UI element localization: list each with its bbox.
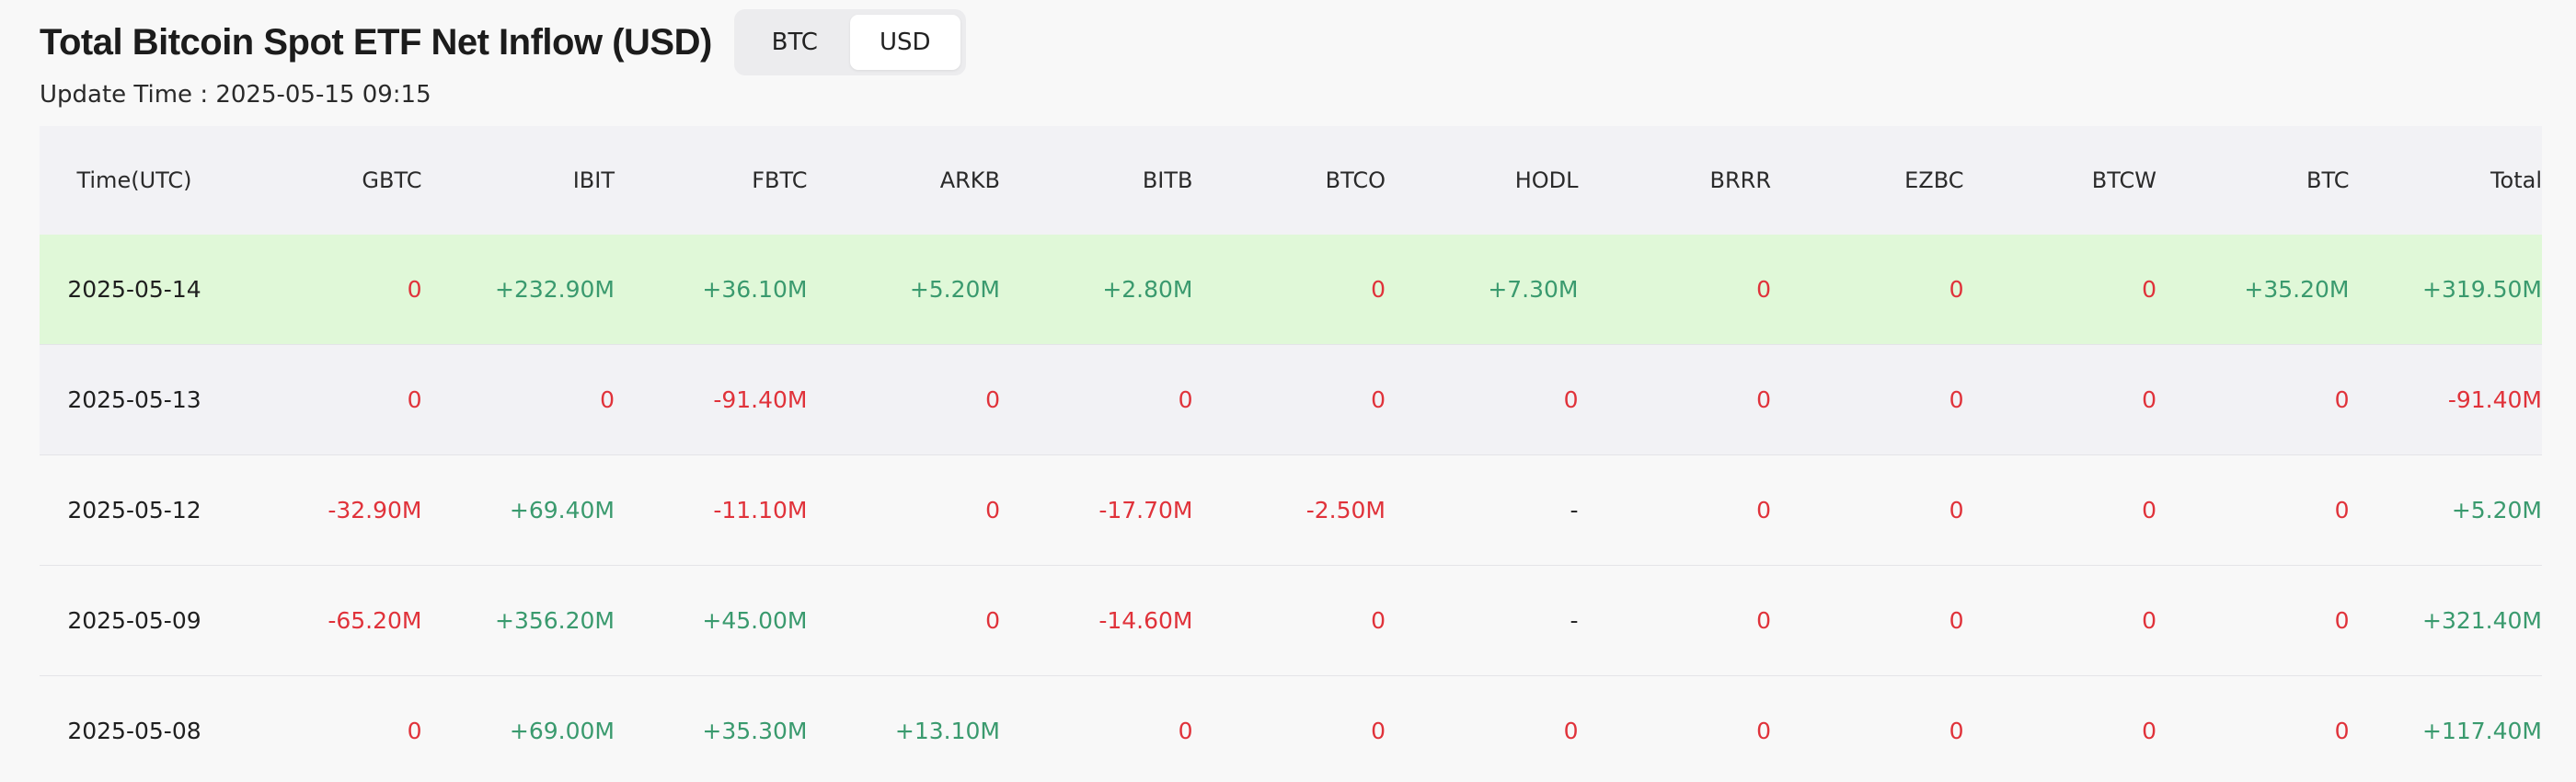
cell-bitb: -14.60M (1098, 607, 1193, 634)
column-header-arkb: ARKB (939, 167, 1000, 193)
cell-btc: +35.20M (2244, 276, 2350, 303)
row-date: 2025-05-12 (67, 497, 201, 523)
update-time: Update Time : 2025-05-15 09:15 (40, 81, 431, 109)
toggle-btc-button[interactable]: BTC (771, 29, 818, 56)
cell-gbtc: -32.90M (328, 497, 422, 523)
cell-ezbc: 0 (1949, 276, 1964, 303)
cell-btco: 0 (1371, 276, 1386, 303)
page-title: Total Bitcoin Spot ETF Net Inflow (USD) (40, 21, 712, 63)
cell-hodl: 0 (1563, 718, 1579, 744)
cell-gbtc: 0 (407, 276, 422, 303)
column-header-bitb: BITB (1142, 167, 1193, 193)
cell-fbtc: +35.30M (702, 718, 808, 744)
cell-hodl: - (1570, 497, 1579, 523)
cell-brrr: 0 (1756, 276, 1771, 303)
cell-ibit: +232.90M (495, 276, 615, 303)
cell-btcw: 0 (2142, 607, 2156, 634)
cell-fbtc: -91.40M (713, 386, 808, 413)
cell-ibit: 0 (600, 386, 615, 413)
toggle-usd-button[interactable]: USD (849, 15, 960, 70)
cell-ezbc: 0 (1949, 386, 1964, 413)
cell-fbtc: -11.10M (713, 497, 808, 523)
column-header-ezbc: EZBC (1904, 167, 1964, 193)
cell-btco: -2.50M (1305, 497, 1386, 523)
cell-total: +321.40M (2422, 607, 2542, 634)
row-date: 2025-05-08 (67, 718, 201, 744)
cell-brrr: 0 (1756, 497, 1771, 523)
cell-bitb: 0 (1178, 386, 1193, 413)
row-date: 2025-05-09 (67, 607, 201, 634)
table-row[interactable]: 2025-05-12 -32.90M +69.40M -11.10M 0 -17.70M -… (40, 455, 2542, 566)
table-body: 2025-05-14 0 +232.90M +36.10M +5.20M +2.80M 0 +… (40, 235, 2542, 782)
cell-total: +117.40M (2422, 718, 2542, 744)
cell-btc: 0 (2334, 386, 2350, 413)
column-header-ibit: IBIT (572, 167, 615, 193)
cell-total: +5.20M (2451, 497, 2542, 523)
etf-flow-table: Time(UTC) GBTC IBIT FBTC ARKB BITB BTCO HODL BRR… (40, 126, 2542, 782)
column-header-gbtc: GBTC (362, 167, 422, 193)
cell-arkb: +13.10M (894, 718, 1000, 744)
cell-ibit: +356.20M (495, 607, 615, 634)
table-row[interactable]: 2025-05-09 -65.20M +356.20M +45.00M 0 -14.60M… (40, 566, 2542, 676)
cell-brrr: 0 (1756, 386, 1771, 413)
cell-gbtc: 0 (407, 718, 422, 744)
cell-fbtc: +45.00M (702, 607, 808, 634)
cell-hodl: +7.30M (1488, 276, 1579, 303)
column-header-btcw: BTCW (2091, 167, 2156, 193)
cell-btcw: 0 (2142, 276, 2156, 303)
cell-arkb: 0 (985, 497, 1000, 523)
cell-ibit: +69.00M (509, 718, 615, 744)
column-header-btco: BTCO (1325, 167, 1386, 193)
cell-btc: 0 (2334, 718, 2350, 744)
cell-btcw: 0 (2142, 497, 2156, 523)
cell-btco: 0 (1371, 718, 1386, 744)
cell-btc: 0 (2334, 497, 2350, 523)
cell-btco: 0 (1371, 607, 1386, 634)
cell-hodl: 0 (1563, 386, 1579, 413)
cell-btcw: 0 (2142, 718, 2156, 744)
table-row[interactable]: 2025-05-14 0 +232.90M +36.10M +5.20M +2.80M 0 +… (40, 235, 2542, 345)
cell-ezbc: 0 (1949, 718, 1964, 744)
table-row[interactable]: 2025-05-13 0 0 -91.40M 0 0 0 0 0 0 0 0 -91.40M (40, 345, 2542, 455)
cell-brrr: 0 (1756, 607, 1771, 634)
cell-fbtc: +36.10M (702, 276, 808, 303)
column-header-total: Total (2490, 167, 2542, 193)
cell-btco: 0 (1371, 386, 1386, 413)
cell-arkb: +5.20M (909, 276, 1000, 303)
cell-total: +319.50M (2422, 276, 2542, 303)
column-header-brrr: BRRR (1709, 167, 1772, 193)
header: Total Bitcoin Spot ETF Net Inflow (USD) … (40, 9, 966, 75)
row-date: 2025-05-13 (67, 386, 201, 413)
column-header-fbtc: FBTC (752, 167, 808, 193)
unit-toggle: BTC USD (733, 9, 966, 75)
row-date: 2025-05-14 (67, 276, 201, 303)
table-header-row: Time(UTC) GBTC IBIT FBTC ARKB BITB BTCO HODL BRR… (40, 126, 2542, 235)
cell-btc: 0 (2334, 607, 2350, 634)
cell-arkb: 0 (985, 386, 1000, 413)
cell-gbtc: -65.20M (328, 607, 422, 634)
table-row[interactable]: 2025-05-08 0 +69.00M +35.30M +13.10M 0 0 0 0 0 0 0 +… (40, 676, 2542, 782)
cell-total: -91.40M (2447, 386, 2542, 413)
cell-ezbc: 0 (1949, 607, 1964, 634)
cell-gbtc: 0 (407, 386, 422, 413)
column-header-hodl: HODL (1514, 167, 1579, 193)
cell-brrr: 0 (1756, 718, 1771, 744)
cell-btcw: 0 (2142, 386, 2156, 413)
cell-ibit: +69.40M (509, 497, 615, 523)
cell-bitb: 0 (1178, 718, 1193, 744)
column-header-time-utc: Time(UTC) (76, 167, 192, 193)
cell-bitb: +2.80M (1102, 276, 1193, 303)
cell-hodl: - (1570, 607, 1579, 634)
cell-arkb: 0 (985, 607, 1000, 634)
cell-bitb: -17.70M (1098, 497, 1193, 523)
column-header-btc: BTC (2306, 167, 2350, 193)
cell-ezbc: 0 (1949, 497, 1964, 523)
